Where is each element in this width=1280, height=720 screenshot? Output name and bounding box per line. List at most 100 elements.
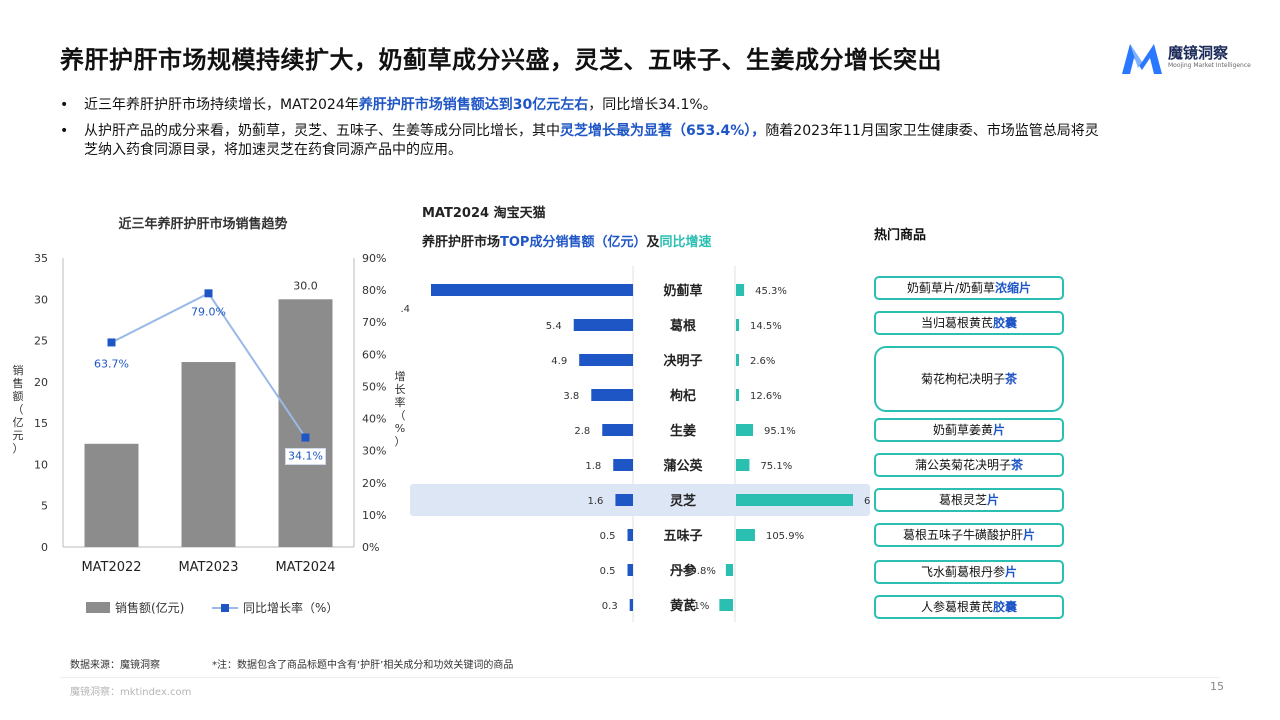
- growth-bar: [736, 284, 745, 296]
- product-name: 葛根五味子牛磺酸护肝: [902, 528, 1023, 542]
- y2-tick-label: 0%: [362, 541, 379, 554]
- y-axis-label-char: 额: [13, 390, 24, 403]
- row-highlight: [410, 484, 870, 516]
- hot-product-item: 飞水蓟葛根丹参片: [874, 560, 1064, 584]
- product-name: 当归葛根黄芪: [920, 316, 993, 330]
- sales-bar: [579, 354, 633, 366]
- category-label: 生姜: [670, 423, 696, 439]
- y-tick-label: 0: [41, 541, 48, 554]
- growth-bar: [725, 564, 733, 576]
- sales-value-label: 0.5: [600, 531, 616, 542]
- y2-tick-label: 90%: [362, 252, 386, 265]
- bullet-text: ，同比增长34.1%。: [588, 97, 717, 113]
- bullet-highlight: 灵芝增长最为显著（653.4%），: [560, 123, 766, 139]
- product-name: 菊花枸杞决明子: [920, 372, 1005, 386]
- y2-tick-label: 70%: [362, 316, 386, 329]
- bullet-text: 从护肝产品的成分来看，奶蓟草，灵芝、五味子、生姜等成分同比增长，其中: [84, 123, 560, 139]
- y2-axis-label-char: ）: [395, 435, 406, 448]
- brand-tagline: Moojing Market Intelligence: [1168, 62, 1251, 69]
- category-label: 奶蓟草: [662, 283, 702, 299]
- product-name: 人参葛根黄芪: [920, 600, 993, 614]
- growth-value-label: 653.4%: [864, 496, 870, 507]
- category-label: 枸杞: [670, 388, 696, 404]
- chart-subtitle: 养肝护肝市场TOP成分销售额（亿元）及同比增速: [421, 234, 712, 250]
- product-form: 茶: [1005, 372, 1018, 386]
- y-axis-label-char: 亿: [13, 416, 24, 429]
- sales-bar: [181, 362, 236, 547]
- y-tick-label: 15: [34, 417, 48, 430]
- brand-logo: 魔镜洞察 Moojing Market Intelligence: [1120, 40, 1260, 76]
- bullet-text: 近三年养肝护肝市场持续增长，MAT2024年: [84, 97, 359, 113]
- sales-bar: [629, 599, 633, 611]
- x-tick-label: MAT2023: [178, 560, 238, 575]
- sales-value-label: 2.8: [574, 426, 590, 437]
- y-axis-label-char: 元: [13, 429, 24, 442]
- hot-product-item: 当归葛根黄芪胶囊: [874, 311, 1064, 335]
- y2-axis-label-char: 长: [395, 383, 406, 396]
- sales-bar: [615, 494, 633, 506]
- product-form: 胶囊: [993, 316, 1018, 330]
- chart-title: 近三年养肝护肝市场销售趋势: [118, 216, 287, 232]
- sales-value-label: 0.5: [600, 566, 616, 577]
- chart-title: MAT2024 淘宝天猫: [422, 205, 546, 221]
- sales-value-label: 1.8: [585, 461, 601, 472]
- data-note: *注：数据包含了商品标题中含有‘护肝’相关成分和功效关键词的商品: [212, 660, 514, 671]
- growth-bar: [736, 389, 739, 401]
- subtitle-part: 养肝护肝市场: [421, 234, 500, 250]
- sales-value-label: 3.8: [563, 391, 579, 402]
- subtitle-part: TOP成分销售额（亿元）: [500, 234, 646, 250]
- y2-axis-label-char: （: [395, 409, 406, 422]
- category-label: 决明子: [663, 353, 702, 369]
- y2-tick-label: 50%: [362, 380, 386, 393]
- y2-axis-label-char: 率: [395, 395, 406, 409]
- y-tick-label: 10: [34, 458, 48, 471]
- category-label: 黄芪: [670, 598, 696, 614]
- growth-value-label: 105.9%: [766, 531, 804, 542]
- legend-bar-swatch: [86, 602, 110, 613]
- y-tick-label: 30: [34, 293, 48, 306]
- x-tick-label: MAT2022: [81, 560, 141, 575]
- x-tick-label: MAT2024: [275, 560, 335, 575]
- growth-marker: [204, 289, 213, 298]
- subtitle-part: 及: [646, 235, 660, 250]
- y-tick-label: 35: [34, 252, 48, 265]
- growth-value-label: 45.3%: [755, 286, 787, 297]
- growth-value-label: 12.6%: [750, 391, 782, 402]
- growth-bar: [736, 459, 750, 471]
- sales-trend-chart: 近三年养肝护肝市场销售趋势 0 5 10 15 20 25 30 35 0% 10% 20% 30% 40…: [13, 216, 406, 615]
- legend-line-label: 同比增长率（%）: [243, 600, 338, 615]
- legend-line-marker: [221, 604, 229, 612]
- y2-tick-label: 20%: [362, 477, 386, 490]
- sales-value-label: 4.9: [551, 356, 567, 367]
- bullet-text: 随着2023年11月国家卫生健康委、市场监管总局将灵芝纳入药食同源目录，将加速灵…: [84, 123, 1099, 158]
- hot-product-item: 奶蓟草片/奶蓟草浓缩片: [874, 276, 1064, 300]
- y2-tick-label: 30%: [362, 445, 386, 458]
- growth-marker: [107, 338, 116, 347]
- page-number: 15: [1210, 680, 1224, 693]
- brand-name: 魔镜洞察: [1168, 44, 1229, 62]
- product-form: 胶囊: [993, 600, 1018, 614]
- data-source: 数据来源：魔镜洞察: [70, 660, 160, 671]
- growth-value-label: 95.1%: [764, 426, 796, 437]
- summary-bullets: 近三年养肝护肝市场持续增长，MAT2024年养肝护肝市场销售额达到30亿元左右，…: [60, 96, 1100, 167]
- category-label: 灵芝: [670, 493, 696, 509]
- growth-marker: [301, 433, 310, 442]
- y-axis-label-char: 售: [13, 376, 24, 390]
- hot-product-item: 葛根五味子牛磺酸护肝片: [874, 523, 1064, 547]
- growth-bar: [736, 494, 853, 506]
- bar-value-label: 30.0: [293, 279, 318, 292]
- product-name: 奶蓟草姜黄: [932, 423, 993, 437]
- growth-value-label: -39.8%: [680, 566, 715, 577]
- growth-bar: [719, 599, 733, 611]
- y2-tick-label: 60%: [362, 348, 386, 361]
- sales-bar: [627, 529, 633, 541]
- hot-products-title: 热门商品: [874, 228, 927, 243]
- footer-site: 魔镜洞察：mktindex.com: [70, 687, 192, 698]
- y-axis-label-char: （: [13, 403, 24, 416]
- sales-value-label: 0.3: [602, 601, 618, 612]
- product-name: 奶蓟草片/奶蓟草: [906, 281, 996, 295]
- product-form: 浓缩片: [995, 281, 1032, 295]
- hot-product-item: 菊花枸杞决明子茶: [874, 346, 1064, 412]
- growth-value-label: 2.6%: [750, 356, 775, 367]
